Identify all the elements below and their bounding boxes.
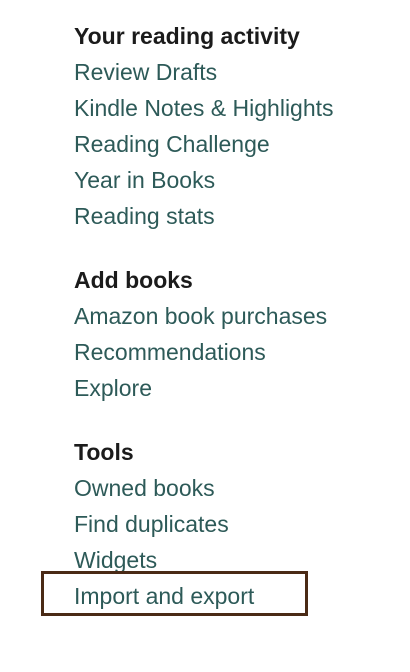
reading-menu: Your reading activity Review Drafts Kind… [74, 18, 394, 614]
link-amazon-book-purchases[interactable]: Amazon book purchases [74, 303, 328, 329]
section-heading-tools: Tools [74, 439, 134, 465]
link-reading-challenge[interactable]: Reading Challenge [74, 131, 270, 157]
link-reading-stats[interactable]: Reading stats [74, 203, 215, 229]
link-import-and-export[interactable]: Import and export [74, 583, 255, 609]
link-year-in-books[interactable]: Year in Books [74, 167, 216, 193]
link-review-drafts[interactable]: Review Drafts [74, 59, 218, 85]
link-explore[interactable]: Explore [74, 375, 152, 401]
section-tools: Tools Owned books Find duplicates Widget… [74, 434, 394, 614]
section-reading-activity: Your reading activity Review Drafts Kind… [74, 18, 394, 234]
link-find-duplicates[interactable]: Find duplicates [74, 511, 229, 537]
section-heading-reading-activity: Your reading activity [74, 23, 300, 49]
section-add-books: Add books Amazon book purchases Recommen… [74, 262, 394, 406]
link-recommendations[interactable]: Recommendations [74, 339, 266, 365]
link-kindle-notes-highlights[interactable]: Kindle Notes & Highlights [74, 95, 334, 121]
link-owned-books[interactable]: Owned books [74, 475, 215, 501]
link-widgets[interactable]: Widgets [74, 547, 158, 573]
section-heading-add-books: Add books [74, 267, 193, 293]
